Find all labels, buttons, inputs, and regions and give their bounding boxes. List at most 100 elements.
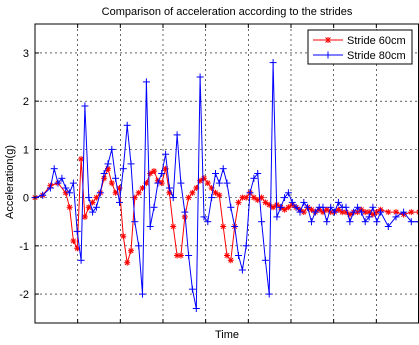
legend-label-stride-80: Stride 80cm (347, 50, 406, 62)
data-point-stride-80 (131, 218, 139, 226)
x-axis-label: Time (215, 329, 239, 341)
data-point-stride-60 (170, 223, 177, 230)
data-point-stride-80 (119, 165, 127, 173)
data-point-stride-80 (116, 198, 123, 206)
plot-background (35, 24, 419, 323)
data-point-stride-80 (265, 290, 273, 298)
data-point-stride-60 (416, 209, 419, 216)
data-point-stride-60 (281, 206, 288, 213)
data-point-stride-80 (250, 174, 258, 182)
data-point-stride-60 (70, 238, 77, 244)
data-point-stride-80 (373, 218, 381, 226)
data-point-stride-80 (323, 218, 331, 226)
data-point-stride-80 (200, 213, 208, 221)
data-point-stride-80 (296, 208, 304, 216)
data-point-stride-60 (235, 199, 242, 206)
data-point-stride-80 (112, 174, 120, 182)
data-point-stride-60 (185, 194, 192, 201)
data-point-stride-60 (189, 189, 196, 196)
data-point-stride-80 (331, 208, 338, 216)
data-point-stride-60 (66, 204, 73, 211)
data-point-stride-60 (385, 209, 392, 216)
data-point-stride-80 (261, 256, 269, 264)
y-tick-label: -1 (19, 241, 29, 253)
data-point-stride-80 (62, 184, 70, 192)
data-point-stride-80 (334, 198, 342, 206)
data-point-stride-60 (224, 252, 230, 259)
data-point-stride-80 (246, 189, 254, 197)
y-tick-label: 0 (23, 193, 29, 205)
y-axis-label: Acceleration(g) (4, 145, 16, 219)
data-point-stride-80 (319, 203, 327, 211)
data-point-stride-80 (254, 170, 262, 177)
data-point-stride-80 (185, 252, 193, 259)
plot-area: -2 -1 0 1 2 3 (19, 23, 419, 324)
data-point-stride-80 (54, 179, 62, 187)
data-point-stride-80 (146, 223, 154, 230)
data-point-stride-60 (74, 245, 81, 252)
data-point-stride-80 (181, 208, 189, 216)
data-point-stride-60 (128, 247, 134, 254)
data-point-stride-80 (219, 165, 227, 173)
data-point-stride-80 (46, 184, 54, 192)
data-point-stride-80 (392, 213, 400, 221)
data-point-stride-60 (254, 197, 261, 203)
data-point-stride-80 (169, 194, 177, 202)
y-tick-label: 1 (23, 144, 29, 156)
data-point-stride-80 (273, 213, 281, 221)
data-point-stride-80 (66, 189, 74, 197)
data-point-stride-80 (342, 203, 350, 211)
data-point-stride-80 (227, 203, 235, 211)
data-point-stride-60 (250, 194, 257, 201)
data-point-stride-80 (108, 145, 116, 153)
data-point-stride-80 (150, 203, 158, 211)
data-point-stride-80 (215, 179, 223, 187)
data-point-stride-80 (135, 242, 143, 250)
y-tick-label: 3 (23, 48, 29, 60)
data-point-stride-80 (365, 213, 373, 221)
data-point-stride-60 (227, 257, 234, 264)
data-point-stride-80 (69, 179, 77, 187)
data-point-stride-80 (407, 218, 415, 226)
data-point-stride-80 (39, 191, 47, 199)
chart-title: Comparison of acceleration according to … (102, 6, 353, 18)
data-point-stride-80 (96, 189, 104, 197)
data-point-stride-80 (204, 218, 212, 226)
data-point-stride-80 (188, 285, 196, 293)
data-point-stride-80 (165, 184, 173, 192)
data-point-stride-80 (158, 170, 166, 177)
data-point-stride-60 (120, 233, 127, 240)
data-point-stride-80 (104, 160, 112, 168)
data-point-stride-80 (346, 218, 354, 226)
data-point-stride-80 (377, 208, 385, 216)
y-tick-label: -2 (19, 289, 29, 301)
data-point-stride-80 (162, 150, 170, 158)
data-point-stride-60 (220, 223, 227, 230)
data-point-stride-80 (415, 218, 419, 226)
data-point-stride-80 (277, 203, 285, 211)
data-point-stride-80 (173, 131, 181, 139)
data-point-stride-60 (151, 168, 157, 175)
data-point-stride-60 (108, 180, 115, 187)
data-point-stride-60 (89, 199, 96, 206)
data-point-stride-80 (281, 194, 289, 202)
data-point-stride-80 (177, 179, 185, 187)
data-point-stride-80 (192, 305, 200, 312)
data-point-stride-80 (292, 203, 300, 211)
y-tick-label: 2 (23, 96, 29, 108)
data-point-stride-80 (308, 218, 315, 226)
data-point-stride-80 (350, 208, 358, 216)
data-point-stride-80 (311, 208, 319, 216)
data-point-stride-80 (231, 223, 239, 230)
data-point-stride-80 (142, 78, 150, 86)
data-point-stride-80 (400, 208, 408, 216)
data-point-stride-60 (177, 252, 184, 259)
data-point-stride-80 (235, 252, 242, 259)
data-point-stride-80 (269, 59, 277, 67)
data-point-stride-80 (89, 208, 97, 216)
data-point-stride-60 (408, 209, 415, 216)
data-point-stride-80 (50, 165, 58, 173)
data-point-stride-80 (238, 266, 246, 274)
data-point-stride-60 (135, 189, 142, 196)
